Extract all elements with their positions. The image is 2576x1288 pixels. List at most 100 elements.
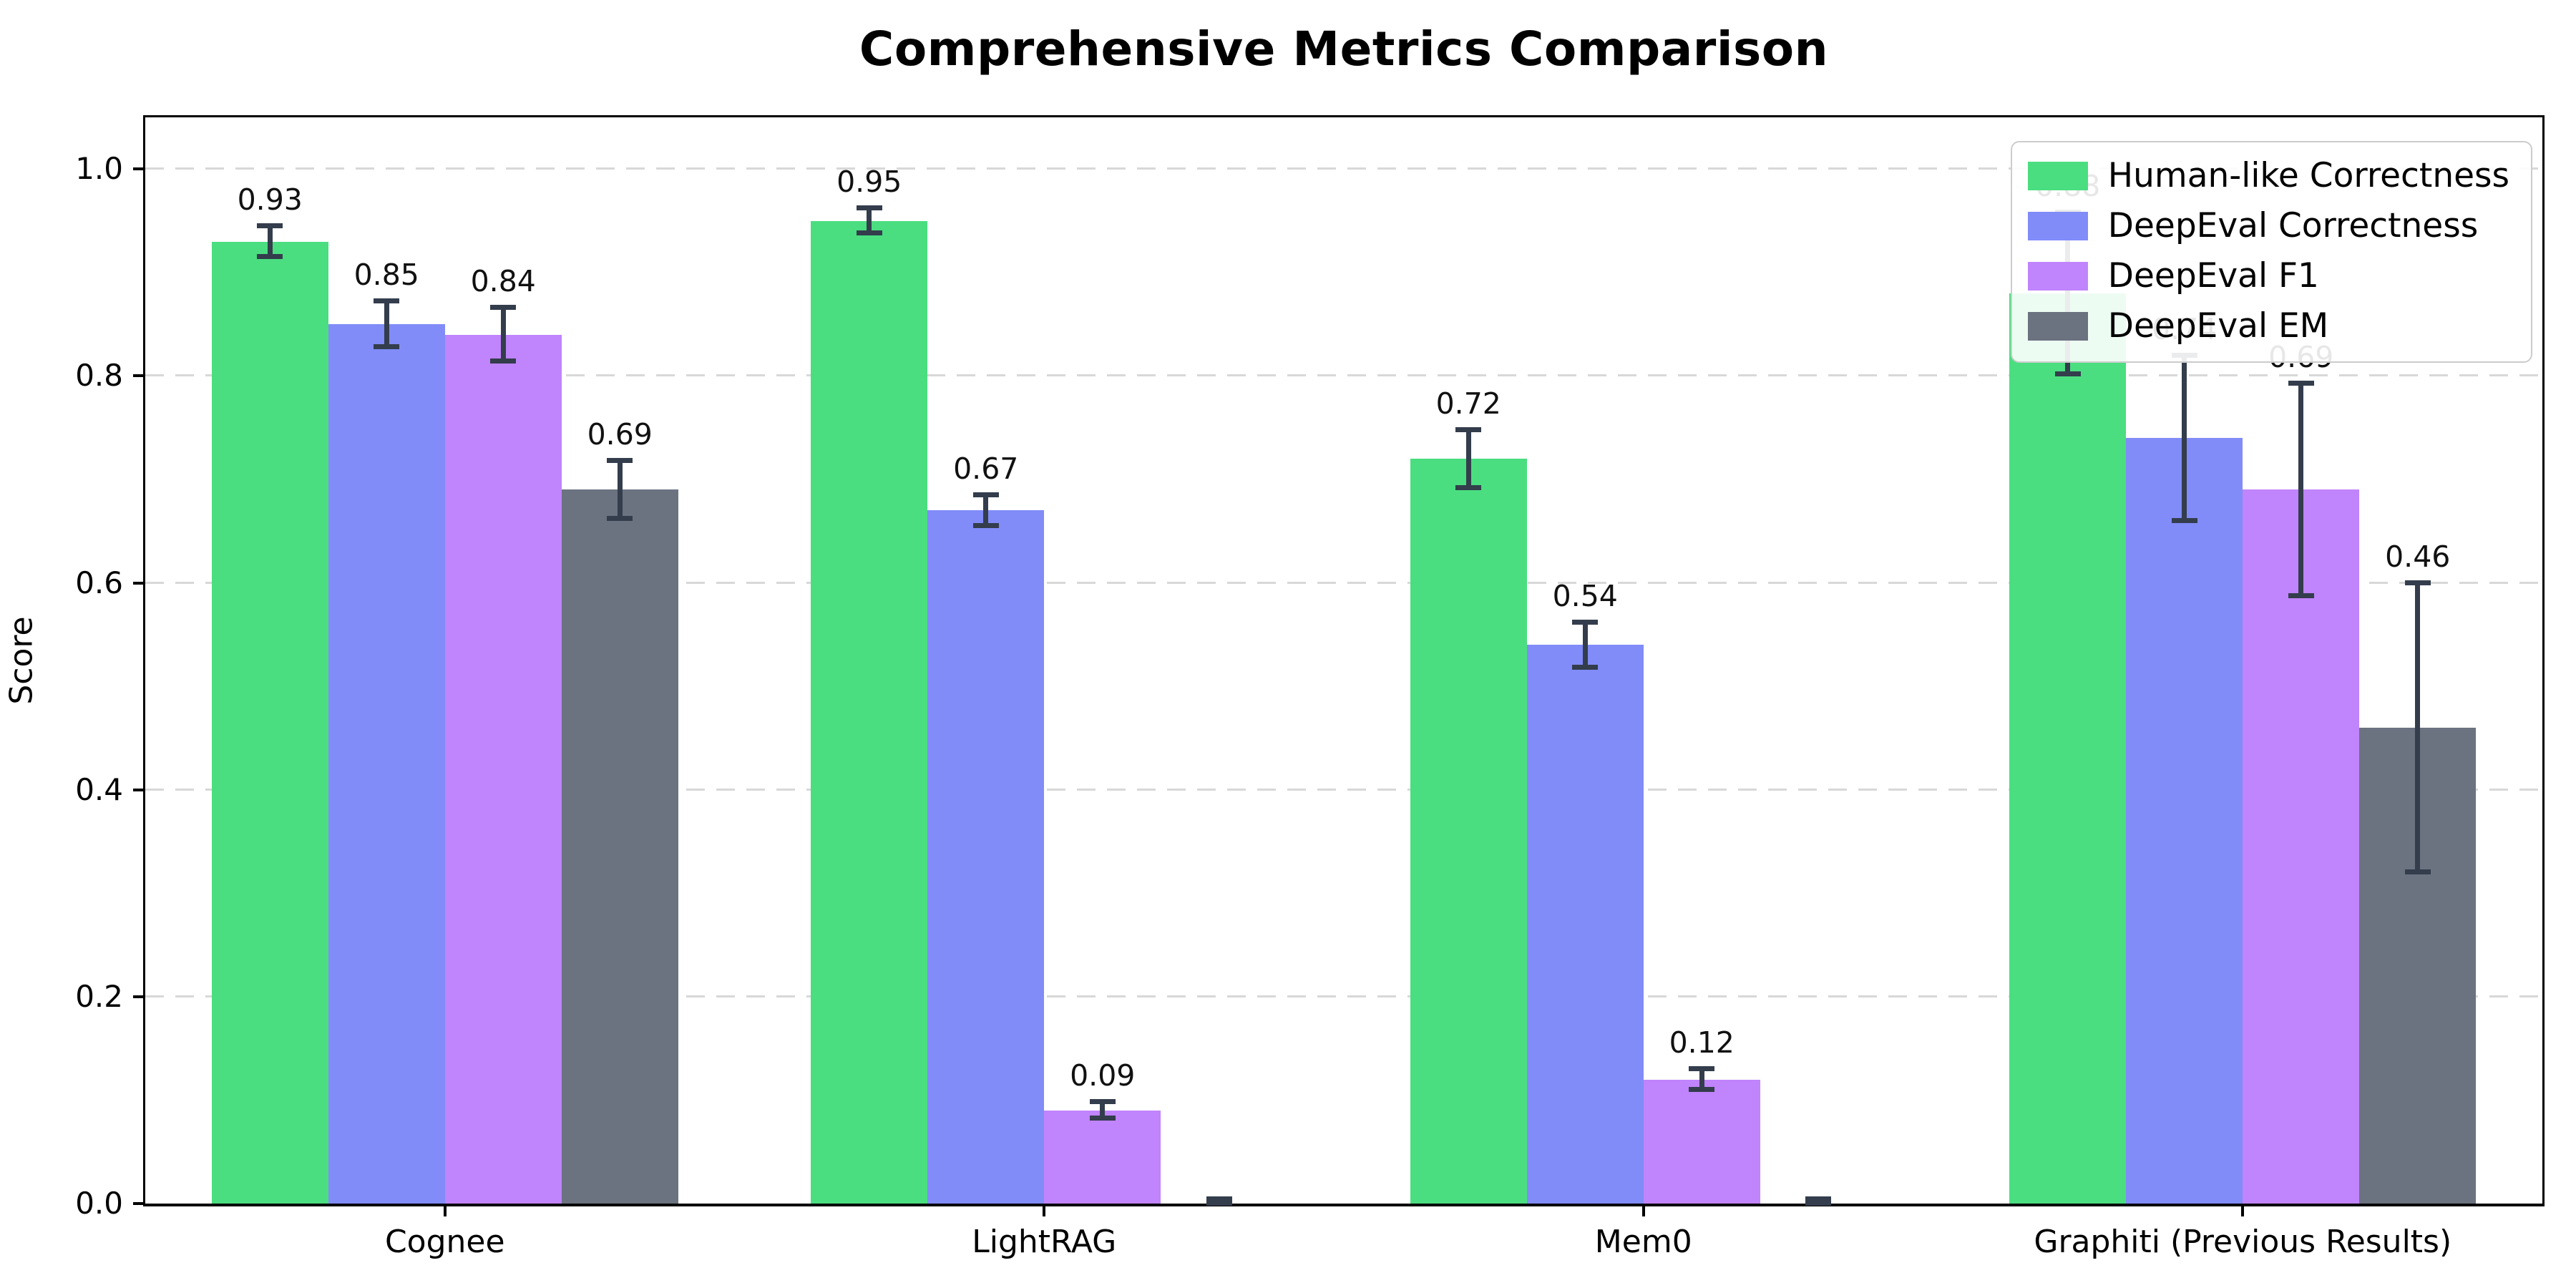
chart-title: Comprehensive Metrics Comparison [859,21,1829,77]
bar-slot: 0.74 [2126,117,2243,1204]
bar-value-label: 0.84 [470,264,536,299]
legend-label: DeepEval F1 [2107,256,2319,296]
error-bar-cap-top [1206,1196,1232,1202]
legend-swatch [2027,162,2088,191]
bar-deepeval-correctness [2126,438,2243,1204]
bar-slot: 0.67 [927,117,1045,1204]
bar-slot: 0.72 [1410,117,1527,1204]
bar-value-label: 0.12 [1669,1025,1735,1060]
legend-label: DeepEval Correctness [2107,206,2479,246]
bars-row: 0.95 0.67 0.09 [745,117,1345,1206]
gridline-0.2 [145,995,2542,997]
error-bar-cap-bottom [856,230,882,235]
bars-row: 0.93 0.85 0.84 0.69 [145,117,745,1204]
error-bar-cap-top [490,305,517,311]
legend-swatch [2027,212,2088,241]
bar-deepeval-f1 [1643,1079,1760,1204]
error-bar-cap-bottom [257,254,283,260]
error-bar-cap-bottom [2171,517,2197,523]
error-bar [983,494,989,527]
bar-slot: 0.46 [2359,117,2477,1204]
error-bar-cap-top [1089,1099,1116,1105]
bar-slot [1760,117,1877,1206]
error-bar-cap-top [1689,1066,1715,1072]
error-bar-cap-top [257,223,283,228]
error-bar-cap-bottom [2404,869,2431,875]
bar-value-label: 0.09 [1070,1058,1136,1093]
plot-area: 0.0 0.2 0.4 0.6 0.8 1.0 0.93 0.85 0.84 0.69 Cogne… [75,115,2545,1260]
bar-group-mem0: 0.72 0.54 0.12 Mem0 [1344,117,1943,1260]
error-bar-cap-bottom [1089,1116,1116,1121]
x-tick-mark [443,1206,447,1216]
error-bar [1582,622,1588,668]
bar-value-label: 0.69 [587,416,653,452]
bar-deepeval-f1 [1044,1110,1161,1204]
legend-item-human-like-correctness: Human-like Correctness [2027,156,2509,195]
bar-slot: 0.88 [2009,117,2127,1204]
legend-item-deepeval-correctness: DeepEval Correctness [2027,206,2509,246]
error-bar [500,308,506,362]
bar-value-label: 0.95 [836,165,902,200]
error-bar-cap-bottom [2288,593,2314,599]
x-tick-label-mem0: Mem0 [1594,1224,1692,1260]
bar-deepeval-correctness [1526,645,1644,1204]
x-tick-mark [1043,1206,1046,1216]
legend-item-deepeval-f1: DeepEval F1 [2027,256,2509,296]
x-tick-label-graphiti-previous-results-: Graphiti (Previous Results) [2034,1224,2452,1260]
error-bar [2415,582,2421,873]
bar-human-like-correctness [2009,293,2127,1204]
bar-deepeval-correctness [328,324,445,1204]
bar-slot: 0.93 [211,117,328,1204]
bar-slot: 0.69 [561,117,678,1204]
legend: Human-like Correctness DeepEval Correctne… [2010,141,2532,364]
x-tick-mark [2241,1206,2245,1216]
error-bar-cap-top [1805,1196,1832,1202]
error-bar [867,208,872,233]
bar-slot: 0.85 [328,117,445,1204]
error-bar-cap-bottom [1206,1201,1232,1206]
error-bar-cap-bottom [1572,665,1599,670]
y-tick-label-0.2: 0.2 [75,978,123,1014]
error-bar [617,460,623,519]
bar-deepeval-f1 [2243,489,2360,1204]
error-bar-cap-top [972,492,999,497]
error-bar [384,301,389,347]
bar-groups: 0.93 0.85 0.84 0.69 Cognee 0.95 0.67 0.09 LightR… [145,117,2542,1260]
error-bar-cap-bottom [1455,484,1482,490]
bar-value-label: 0.46 [2385,539,2451,574]
bar-value-label: 0.93 [237,182,303,217]
bar-value-label: 0.67 [953,451,1019,486]
error-bar-cap-bottom [490,358,517,364]
y-tick-mark-0.2 [133,995,143,998]
error-bar-cap-top [2404,580,2431,585]
error-bar-cap-bottom [1689,1086,1715,1092]
error-bar-cap-bottom [972,523,999,529]
error-bar [1699,1069,1704,1090]
gridline-1.0 [145,167,2542,170]
error-bar-cap-top [856,205,882,211]
bar-value-label: 0.72 [1435,386,1501,421]
error-bar-cap-bottom [374,343,400,349]
bar-value-label: 0.54 [1552,578,1618,613]
y-tick-mark-0.6 [133,581,143,585]
y-tick-label-1.0: 1.0 [75,151,123,187]
error-bar [2298,383,2304,597]
legend-label: Human-like Correctness [2107,156,2509,195]
bar-deepeval-f1 [444,334,562,1204]
error-bar-cap-top [374,298,400,304]
bar-human-like-correctness [1410,459,1527,1204]
error-bar-cap-top [607,457,633,463]
bar-slot: 0.84 [444,117,562,1204]
y-tick-mark-1.0 [133,167,143,171]
y-tick-label-0.8: 0.8 [75,358,123,394]
error-bar [2182,355,2187,521]
error-bar-cap-top [1572,619,1599,625]
bar-slot [1161,117,1277,1206]
bar-group-cognee: 0.93 0.85 0.84 0.69 Cognee [145,117,745,1260]
y-tick-mark-0.0 [133,1202,143,1205]
y-tick-label-0.6: 0.6 [75,565,123,600]
y-tick-mark-0.8 [133,374,143,378]
legend-swatch [2027,262,2088,291]
error-bar-cap-bottom [1805,1201,1832,1206]
